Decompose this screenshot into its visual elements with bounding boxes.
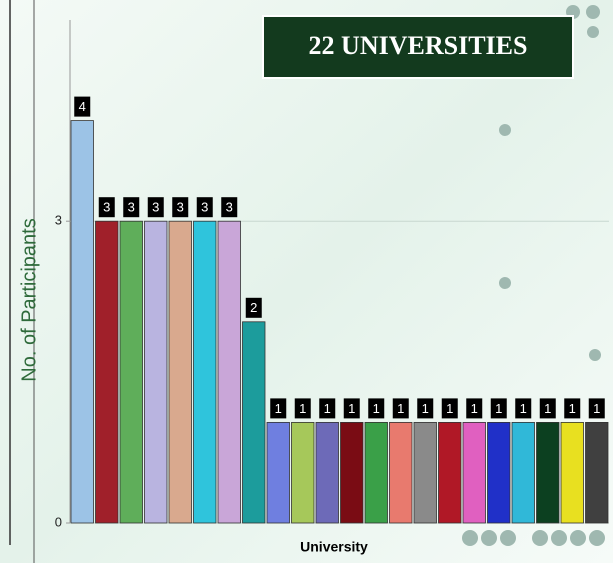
bar — [438, 421, 462, 524]
y-tick-label: 0 — [55, 514, 62, 529]
bar — [364, 421, 388, 524]
value-label: 4 — [79, 99, 86, 114]
value-label: 3 — [177, 200, 184, 215]
value-label: 1 — [275, 401, 282, 416]
bar — [217, 220, 241, 524]
value-label-box — [368, 398, 385, 419]
bar — [585, 421, 609, 524]
value-label-box — [392, 398, 409, 419]
bar — [511, 421, 535, 524]
value-label: 1 — [569, 401, 576, 416]
bar — [119, 220, 143, 524]
value-label-box — [564, 398, 581, 419]
value-label: 1 — [397, 401, 404, 416]
value-label: 1 — [422, 401, 429, 416]
value-label: 3 — [226, 200, 233, 215]
bar — [340, 421, 364, 524]
bar — [487, 421, 511, 524]
value-label-box — [221, 197, 238, 218]
value-label: 1 — [593, 401, 600, 416]
bar — [389, 421, 413, 524]
value-label-box — [441, 398, 458, 419]
bar — [144, 220, 168, 524]
bar — [193, 220, 217, 524]
value-label: 1 — [520, 401, 527, 416]
value-label-box — [74, 96, 91, 117]
value-label: 1 — [544, 401, 551, 416]
bar — [70, 120, 94, 524]
y-tick-label: 3 — [55, 213, 62, 228]
bar — [413, 421, 437, 524]
value-label: 1 — [446, 401, 453, 416]
value-label-box — [147, 197, 164, 218]
value-label: 1 — [495, 401, 502, 416]
value-label: 1 — [471, 401, 478, 416]
value-label-box — [466, 398, 483, 419]
value-label-box — [417, 398, 434, 419]
value-label-box — [515, 398, 532, 419]
value-label: 3 — [201, 200, 208, 215]
bar — [315, 421, 339, 524]
value-label: 1 — [373, 401, 380, 416]
value-label-box — [98, 197, 115, 218]
bar — [536, 421, 560, 524]
value-label: 3 — [128, 200, 135, 215]
value-label-box — [294, 398, 311, 419]
value-label: 1 — [348, 401, 355, 416]
value-label: 1 — [324, 401, 331, 416]
bar — [462, 421, 486, 524]
value-label: 3 — [152, 200, 159, 215]
value-label: 3 — [103, 200, 110, 215]
decor-dots — [462, 5, 605, 546]
value-label-box — [172, 197, 189, 218]
bar — [95, 220, 119, 524]
bar — [291, 421, 315, 524]
value-label-box — [343, 398, 360, 419]
value-label: 2 — [250, 300, 257, 315]
bar — [560, 421, 584, 524]
value-label: 1 — [299, 401, 306, 416]
chart-title: 22 UNIVERSITIES — [309, 31, 528, 60]
y-axis-label: No. of Participants — [18, 218, 40, 381]
value-label-box — [319, 398, 336, 419]
value-label-box — [123, 197, 140, 218]
value-label-box — [490, 398, 507, 419]
bar — [266, 421, 290, 524]
bar — [242, 321, 266, 524]
value-label-box — [196, 197, 213, 218]
x-axis-label: University — [300, 539, 368, 555]
value-label-box — [539, 398, 556, 419]
value-label-box — [588, 398, 605, 419]
title-box — [262, 15, 574, 79]
value-label-box — [270, 398, 287, 419]
bar — [168, 220, 192, 524]
value-label-box — [245, 297, 262, 318]
